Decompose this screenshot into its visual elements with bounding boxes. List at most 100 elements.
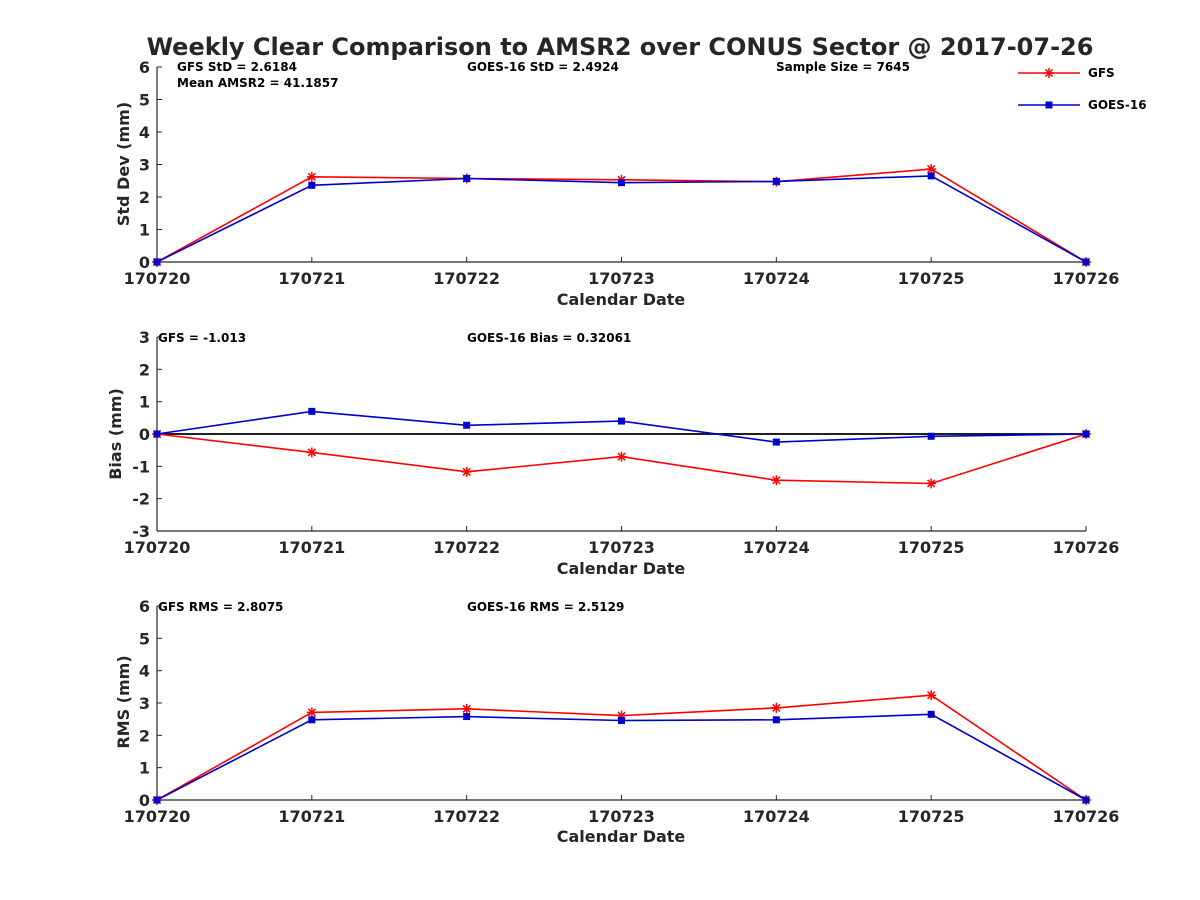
gfs-std-annotation: GFS StD = 2.6184 [177, 60, 297, 74]
stddev-goes16-point [1082, 258, 1090, 266]
rms-goes16-point [618, 716, 625, 724]
bias-x-tick-label: 170723 [588, 538, 655, 557]
rms-x-tick-label: 170726 [1053, 807, 1120, 826]
legend-marker-shape [1044, 68, 1054, 78]
stddev-y-tick-label: 4 [139, 123, 150, 142]
legend-gfs-label: GFS [1088, 66, 1115, 80]
rms-y-tick-label: 1 [139, 759, 150, 778]
legend-goes16-marker [1045, 101, 1053, 109]
bias-x-tick-label: 170722 [433, 538, 500, 557]
stddev-y-tick-label: 6 [139, 58, 150, 77]
rms-x-tick-label: 170720 [124, 807, 191, 826]
stddev-goes16-line [156, 175, 1087, 263]
bias-goes16-point [618, 417, 625, 425]
stddev-goes16-point [927, 172, 935, 180]
rms-gfs-point [461, 703, 472, 714]
rms-gfs-point [771, 702, 782, 713]
stddev-goes16-point [463, 174, 471, 182]
stddev-x-axis-label: Calendar Date [557, 290, 686, 309]
stddev-x-tick-label: 170722 [433, 269, 500, 288]
rms-y-tick-label: 3 [139, 694, 150, 713]
stddev-x-tick-label: 170721 [278, 269, 345, 288]
rms-goes16-line [156, 713, 1087, 801]
rms-x-axis-label: Calendar Date [557, 827, 686, 846]
rms-x-tick-label: 170724 [743, 807, 810, 826]
bias-gfs-point [771, 475, 782, 486]
stddev-x-tick-label: 170724 [743, 269, 810, 288]
stddev-goes16-point [618, 179, 625, 187]
stddev-goes16-point [153, 258, 161, 266]
rms-panel: GFS RMS = 2.8075 GOES-16 RMS = 2.5129 RM… [114, 597, 1119, 846]
gfs-bias-annotation: GFS = -1.013 [158, 331, 246, 345]
bias-x-tick-label: 170720 [124, 538, 191, 557]
legend: GFS GOES-16 [1018, 66, 1147, 112]
bias-goes16-point [927, 432, 935, 440]
bias-gfs-point [461, 466, 472, 477]
bias-y-tick-label: 3 [139, 328, 150, 347]
bias-goes16-point [153, 430, 161, 438]
rms-goes16-point [308, 716, 316, 724]
stddev-y-tick-label: 5 [139, 91, 150, 110]
stddev-y-tick-label: 1 [139, 221, 150, 240]
stddev-y-tick-label: 0 [139, 253, 150, 272]
bias-x-tick-label: 170726 [1053, 538, 1120, 557]
rms-x-tick-label: 170725 [898, 807, 965, 826]
bias-gfs-point [306, 447, 317, 458]
stddev-gfs-point [306, 171, 317, 182]
bias-y-axis-label: Bias (mm) [106, 388, 125, 480]
bias-gfs-point [926, 478, 937, 489]
bias-y-tick-label: 0 [139, 425, 150, 444]
goes16-rms-annotation: GOES-16 RMS = 2.5129 [467, 600, 624, 614]
rms-goes16-point [1082, 796, 1090, 804]
stddev-x-tick-label: 170725 [898, 269, 965, 288]
stddev-goes16-point [772, 177, 780, 185]
stddev-y-axis-label: Std Dev (mm) [114, 102, 133, 226]
bias-goes16-point [1082, 430, 1090, 438]
rms-y-tick-label: 0 [139, 791, 150, 810]
rms-gfs-point [306, 707, 317, 718]
bias-panel: GFS = -1.013 GOES-16 Bias = 0.32061 Bias… [106, 328, 1119, 578]
legend-marker-shape [1045, 101, 1053, 109]
bias-goes16-line [156, 410, 1087, 443]
bias-y-tick-label: -3 [132, 522, 150, 541]
bias-goes16-point [308, 407, 316, 415]
sample-size-annotation: Sample Size = 7645 [776, 60, 910, 74]
rms-y-axis-label: RMS (mm) [114, 655, 133, 748]
rms-y-tick-label: 2 [139, 726, 150, 745]
bias-y-tick-label: -1 [132, 457, 150, 476]
stddev-x-tick-label: 170726 [1053, 269, 1120, 288]
rms-y-tick-label: 5 [139, 629, 150, 648]
stddev-panel: GFS StD = 2.6184 Mean AMSR2 = 41.1857 GO… [114, 58, 1119, 309]
rms-x-tick-label: 170723 [588, 807, 655, 826]
rms-y-tick-label: 6 [139, 597, 150, 616]
gfs-rms-annotation: GFS RMS = 2.8075 [158, 600, 283, 614]
goes16-std-annotation: GOES-16 StD = 2.4924 [467, 60, 619, 74]
rms-goes16-point [463, 713, 471, 721]
rms-y-tick-label: 4 [139, 662, 150, 681]
bias-x-tick-label: 170724 [743, 538, 810, 557]
goes16-bias-annotation: GOES-16 Bias = 0.32061 [467, 331, 631, 345]
stddev-y-tick-label: 2 [139, 188, 150, 207]
rms-goes16-point [927, 710, 935, 718]
bias-x-tick-label: 170725 [898, 538, 965, 557]
stddev-y-tick-label: 3 [139, 156, 150, 175]
bias-x-tick-label: 170721 [278, 538, 345, 557]
bias-y-tick-label: -2 [132, 490, 150, 509]
stddev-goes16-point [308, 181, 316, 189]
legend-gfs-marker [1044, 68, 1054, 78]
bias-goes16-point [772, 438, 780, 446]
rms-x-tick-label: 170722 [433, 807, 500, 826]
rms-goes16-point [772, 716, 780, 724]
bias-x-axis-label: Calendar Date [557, 559, 686, 578]
legend-goes16-label: GOES-16 [1088, 98, 1147, 112]
stddev-x-tick-label: 170720 [124, 269, 191, 288]
bias-gfs-point [616, 451, 627, 462]
bias-y-tick-label: 1 [139, 393, 150, 412]
stddev-x-tick-label: 170723 [588, 269, 655, 288]
rms-gfs-point [926, 690, 937, 701]
rms-goes16-point [153, 796, 161, 804]
mean-amsr2-annotation: Mean AMSR2 = 41.1857 [177, 76, 338, 90]
rms-x-tick-label: 170721 [278, 807, 345, 826]
bias-y-tick-label: 2 [139, 360, 150, 379]
